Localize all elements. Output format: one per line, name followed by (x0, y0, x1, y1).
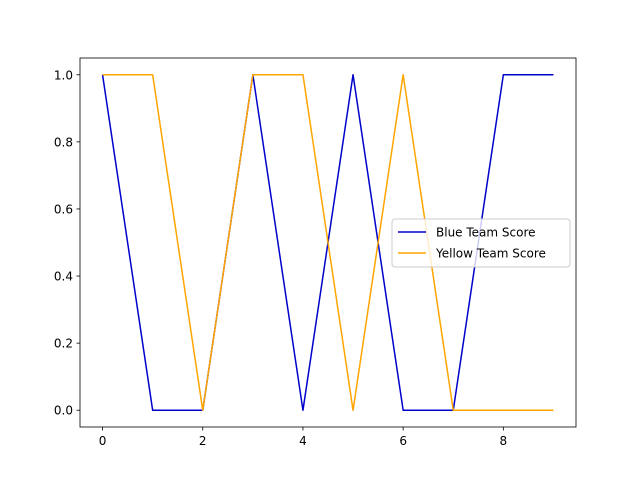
x-tick-label: 4 (299, 434, 307, 448)
legend-box (391, 218, 571, 268)
x-tick-label: 2 (199, 434, 207, 448)
x-tick-label: 8 (500, 434, 508, 448)
legend-label-1: Yellow Team Score (435, 247, 546, 261)
y-tick-label: 0.4 (54, 270, 73, 284)
legend: Blue Team Score Yellow Team Score (391, 218, 571, 268)
y-tick-label: 0.6 (54, 202, 73, 216)
y-tick-label: 0.2 (54, 337, 73, 351)
y-tick-label: 0.0 (54, 404, 73, 418)
axes-layer: 0 2 4 6 8 0.0 0.2 0.4 0.6 0.8 1.0 (54, 57, 577, 448)
series-line-1 (102, 74, 554, 411)
x-tick-label: 0 (99, 434, 107, 448)
x-tick-label: 6 (399, 434, 407, 448)
plot-frame (79, 57, 577, 428)
y-tick-label: 1.0 (54, 68, 73, 82)
y-tick-label: 0.8 (54, 135, 73, 149)
legend-label-0: Blue Team Score (436, 226, 536, 240)
